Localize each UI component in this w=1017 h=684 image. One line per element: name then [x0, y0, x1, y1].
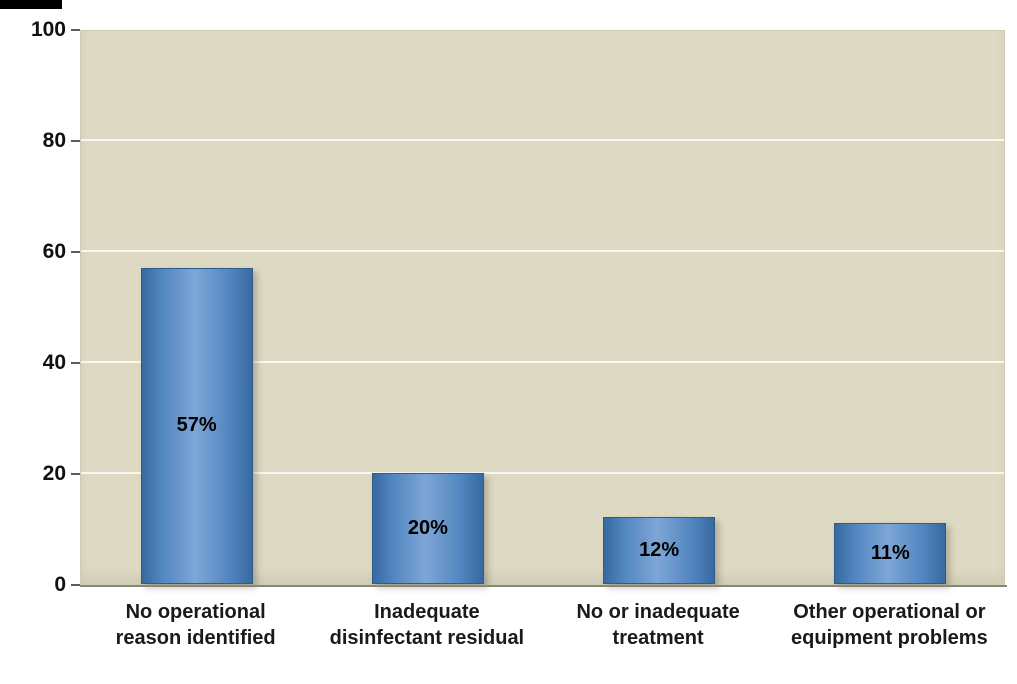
bar-4: 11% — [834, 522, 947, 584]
y-tick-label: 20 — [42, 462, 66, 485]
y-tick-label: 100 — [30, 18, 66, 41]
y-tick-mark — [71, 29, 80, 31]
y-tick-label: 80 — [42, 129, 66, 152]
y-tick-label: 0 — [54, 573, 66, 596]
gridline — [81, 139, 1004, 141]
category-label-line: Other operational or — [793, 601, 986, 623]
y-tick-label: 40 — [42, 351, 66, 374]
y-tick-mark — [71, 251, 80, 253]
y-tick-mark — [71, 140, 80, 142]
bar-data-label: 57% — [176, 414, 217, 437]
bar-3: 12% — [603, 517, 716, 584]
gridline — [81, 472, 1004, 474]
category-label-line: No or inadequate — [576, 601, 740, 623]
category-label-4: Other operational or equipment problems — [774, 599, 1005, 651]
bar-1: 57% — [140, 267, 253, 584]
y-tick-mark — [71, 362, 80, 364]
bar-data-label: 12% — [639, 539, 680, 562]
x-axis-line — [80, 585, 1007, 587]
category-label-3: No or inadequate treatment — [543, 599, 774, 651]
gridline — [81, 361, 1004, 363]
bar-2: 20% — [371, 473, 484, 584]
category-label-line: equipment problems — [791, 627, 988, 649]
y-tick-mark — [71, 584, 80, 586]
category-label-line: Inadequate — [374, 601, 480, 623]
y-tick-mark — [71, 473, 80, 475]
category-label-2: Inadequate disinfectant residual — [311, 599, 542, 651]
category-label-line: treatment — [612, 627, 704, 649]
category-label-1: No operational reason identified — [80, 599, 311, 651]
category-label-line: No operational — [125, 601, 266, 623]
y-tick-label: 60 — [42, 240, 66, 263]
bar-data-label: 11% — [870, 541, 910, 564]
x-axis-labels: No operational reason identified Inadequat… — [80, 599, 1005, 651]
plot-area: 57% 20% 12% 11% — [80, 28, 1005, 585]
category-label-line: disinfectant residual — [329, 627, 525, 649]
bar-data-label: 20% — [407, 517, 448, 539]
gridline — [81, 250, 1004, 252]
corner-mark — [0, 0, 62, 9]
category-label-line: reason identified — [115, 627, 276, 649]
gridline — [81, 28, 1004, 30]
